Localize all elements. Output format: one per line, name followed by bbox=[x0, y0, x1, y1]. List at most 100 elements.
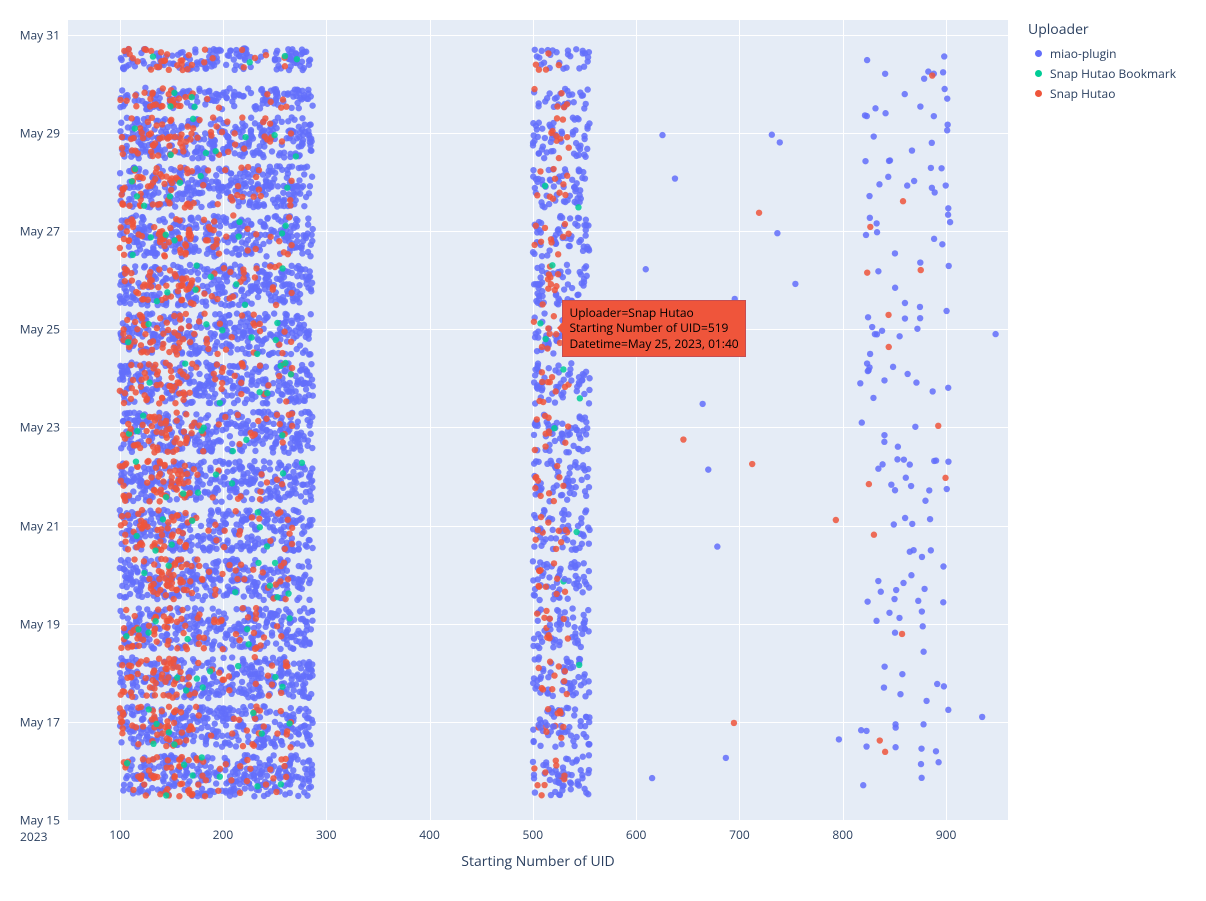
data-point[interactable] bbox=[171, 313, 177, 319]
data-point[interactable] bbox=[264, 390, 270, 396]
data-point[interactable] bbox=[185, 479, 191, 485]
data-point[interactable] bbox=[165, 757, 171, 763]
data-point[interactable] bbox=[165, 525, 171, 531]
data-point[interactable] bbox=[249, 464, 255, 470]
data-point[interactable] bbox=[209, 755, 215, 761]
data-point[interactable] bbox=[125, 124, 131, 130]
data-point[interactable] bbox=[303, 194, 309, 200]
data-point[interactable] bbox=[139, 219, 145, 225]
data-point[interactable] bbox=[202, 793, 208, 799]
data-point[interactable] bbox=[295, 583, 301, 589]
data-point[interactable] bbox=[200, 620, 206, 626]
data-point[interactable] bbox=[194, 675, 200, 681]
data-point[interactable] bbox=[293, 265, 299, 271]
data-point[interactable] bbox=[256, 516, 262, 522]
data-point[interactable] bbox=[264, 640, 270, 646]
data-point[interactable] bbox=[274, 412, 280, 418]
data-point[interactable] bbox=[268, 494, 274, 500]
data-point[interactable] bbox=[184, 99, 190, 105]
data-point[interactable] bbox=[307, 673, 313, 679]
data-point[interactable] bbox=[299, 460, 305, 466]
data-point[interactable] bbox=[309, 445, 315, 451]
data-point[interactable] bbox=[195, 533, 201, 539]
data-point[interactable] bbox=[258, 481, 264, 487]
data-point[interactable] bbox=[178, 715, 184, 721]
data-point[interactable] bbox=[224, 248, 230, 254]
data-point[interactable] bbox=[309, 238, 315, 244]
data-point[interactable] bbox=[176, 339, 182, 345]
data-point[interactable] bbox=[300, 672, 306, 678]
data-point[interactable] bbox=[227, 433, 233, 439]
data-point[interactable] bbox=[261, 458, 267, 464]
data-point[interactable] bbox=[138, 491, 144, 497]
data-point[interactable] bbox=[279, 119, 285, 125]
data-point[interactable] bbox=[302, 398, 308, 404]
data-point[interactable] bbox=[214, 351, 220, 357]
data-point[interactable] bbox=[139, 315, 145, 321]
data-point[interactable] bbox=[305, 708, 311, 714]
data-point[interactable] bbox=[252, 654, 258, 660]
data-point[interactable] bbox=[246, 682, 252, 688]
data-point[interactable] bbox=[241, 686, 247, 692]
data-point[interactable] bbox=[157, 315, 163, 321]
data-point[interactable] bbox=[138, 704, 144, 710]
data-point[interactable] bbox=[178, 556, 184, 562]
data-point[interactable] bbox=[192, 690, 198, 696]
data-point[interactable] bbox=[201, 635, 207, 641]
data-point[interactable] bbox=[285, 517, 291, 523]
data-point[interactable] bbox=[208, 507, 214, 513]
data-point[interactable] bbox=[253, 605, 259, 611]
data-point[interactable] bbox=[226, 562, 232, 568]
data-point[interactable] bbox=[154, 731, 160, 737]
data-point[interactable] bbox=[155, 507, 161, 513]
data-point[interactable] bbox=[230, 707, 236, 713]
data-point[interactable] bbox=[286, 412, 292, 418]
data-point[interactable] bbox=[183, 687, 189, 693]
data-point[interactable] bbox=[193, 704, 199, 710]
data-point[interactable] bbox=[227, 48, 233, 54]
data-point[interactable] bbox=[231, 785, 237, 791]
data-point[interactable] bbox=[248, 179, 254, 185]
data-point[interactable] bbox=[261, 465, 267, 471]
data-point[interactable] bbox=[156, 656, 162, 662]
data-point[interactable] bbox=[167, 605, 173, 611]
data-point[interactable] bbox=[146, 438, 152, 444]
data-point[interactable] bbox=[182, 623, 188, 629]
data-point[interactable] bbox=[215, 182, 221, 188]
data-point[interactable] bbox=[214, 49, 220, 55]
data-point[interactable] bbox=[187, 578, 193, 584]
data-point[interactable] bbox=[169, 474, 175, 480]
data-point[interactable] bbox=[144, 395, 150, 401]
data-point[interactable] bbox=[249, 521, 255, 527]
data-point[interactable] bbox=[280, 439, 286, 445]
data-point[interactable] bbox=[154, 325, 160, 331]
data-point[interactable] bbox=[279, 517, 285, 523]
data-point[interactable] bbox=[132, 319, 138, 325]
data-point[interactable] bbox=[297, 129, 303, 135]
data-point[interactable] bbox=[251, 793, 257, 799]
data-point[interactable] bbox=[299, 742, 305, 748]
data-point[interactable] bbox=[304, 230, 310, 236]
data-point[interactable] bbox=[124, 317, 130, 323]
data-point[interactable] bbox=[158, 487, 164, 493]
data-point[interactable] bbox=[201, 645, 207, 651]
data-point[interactable] bbox=[208, 447, 214, 453]
data-point[interactable] bbox=[149, 347, 155, 353]
data-point[interactable] bbox=[195, 270, 201, 276]
data-point[interactable] bbox=[301, 203, 307, 209]
data-point[interactable] bbox=[253, 681, 259, 687]
data-point[interactable] bbox=[288, 290, 294, 296]
data-point[interactable] bbox=[258, 410, 264, 416]
data-point[interactable] bbox=[171, 720, 177, 726]
data-point[interactable] bbox=[202, 489, 208, 495]
data-point[interactable] bbox=[239, 153, 245, 159]
data-point[interactable] bbox=[190, 656, 196, 662]
data-point[interactable] bbox=[252, 476, 258, 482]
data-point[interactable] bbox=[125, 644, 131, 650]
data-point[interactable] bbox=[189, 155, 195, 161]
data-point[interactable] bbox=[175, 52, 181, 58]
data-point[interactable] bbox=[153, 721, 159, 727]
data-point[interactable] bbox=[248, 703, 254, 709]
data-point[interactable] bbox=[160, 516, 166, 522]
data-point[interactable] bbox=[274, 476, 280, 482]
